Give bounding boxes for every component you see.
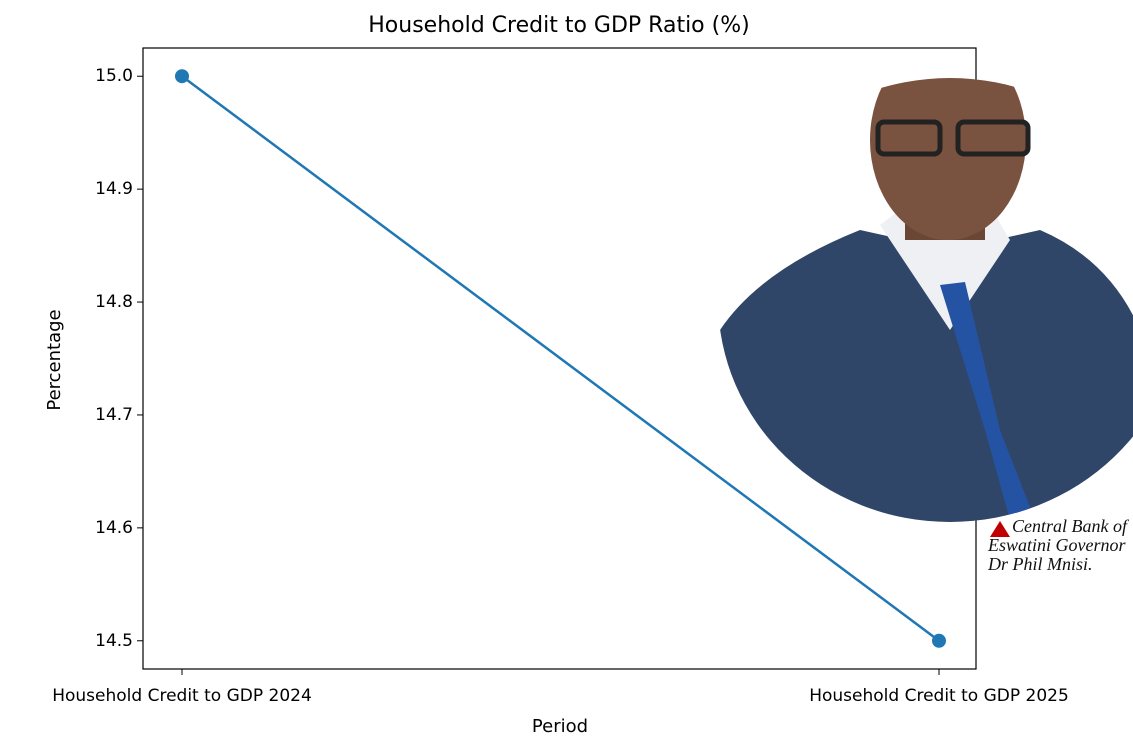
y-tick-label: 14.9 [95,179,133,199]
y-tick-label: 14.6 [95,518,133,538]
line-series [181,75,940,642]
x-tick-label: Household Credit to GDP 2024 [52,686,312,706]
x-tick-label: Household Credit to GDP 2025 [809,686,1069,706]
y-tick-label: 14.5 [95,631,133,651]
y-tick-label: 15.0 [95,66,133,86]
y-axis-label: Percentage [44,309,65,410]
data-point [932,633,946,648]
chart-title: Household Credit to GDP Ratio (%) [368,13,749,38]
caption-text: Central Bank of Eswatini Governor Dr Phi… [988,516,1127,574]
portrait [718,78,1133,522]
caption-marker [990,521,1010,537]
data-point [175,69,189,84]
y-tick-label: 14.7 [95,405,133,425]
photo-caption: Central Bank of Eswatini Governor Dr Phi… [988,517,1133,574]
x-axis-label: Period [532,716,588,737]
y-tick-label: 14.8 [95,292,133,312]
